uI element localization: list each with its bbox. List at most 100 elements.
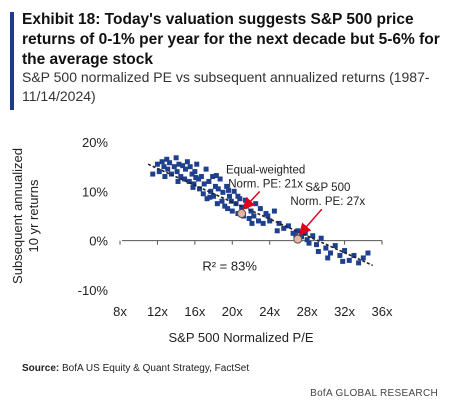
data-point — [171, 164, 177, 170]
data-point — [173, 155, 179, 161]
trend-line — [147, 163, 373, 267]
accent-bar — [10, 12, 14, 110]
data-point — [162, 174, 168, 180]
data-point — [356, 260, 362, 266]
data-point — [306, 240, 312, 246]
data-point — [323, 245, 329, 251]
highlight-marker — [293, 234, 303, 244]
data-point — [290, 230, 296, 236]
data-point — [187, 164, 193, 170]
data-point — [186, 178, 192, 184]
data-point — [314, 242, 319, 248]
data-point — [197, 186, 203, 192]
x-tick-label: 36x — [372, 304, 393, 319]
data-point — [224, 183, 230, 189]
data-point — [182, 176, 188, 182]
data-point — [304, 237, 310, 243]
data-point — [204, 196, 210, 202]
source-text: BofA US Equity & Quant Strategy, FactSet — [62, 363, 250, 374]
data-point — [225, 206, 231, 212]
data-point — [219, 198, 225, 204]
data-point — [215, 186, 221, 192]
data-point — [190, 184, 196, 190]
exhibit-title: Exhibit 18: Today's valuation suggests S… — [22, 11, 440, 68]
exhibit-subtitle: S&P 500 normalized PE vs subsequent annu… — [22, 69, 430, 104]
data-point — [193, 175, 199, 181]
y-tick-label: 0% — [89, 234, 108, 249]
data-point — [201, 181, 207, 187]
data-point — [210, 174, 216, 180]
x-tick-label: 20x — [222, 304, 243, 319]
data-point — [167, 160, 173, 166]
source-label: Source: — [22, 363, 60, 374]
data-point — [285, 223, 291, 229]
data-point — [191, 181, 197, 187]
data-point — [213, 173, 219, 179]
data-point — [214, 201, 220, 207]
y-axis-label: Subsequent annualized10 yr returns — [10, 148, 41, 284]
data-point — [159, 159, 165, 165]
y-tick-label: 20% — [82, 135, 108, 150]
data-point — [189, 171, 195, 177]
data-point — [249, 220, 255, 226]
data-point — [226, 193, 232, 199]
data-point — [150, 171, 156, 177]
data-point — [248, 208, 254, 214]
data-point — [337, 252, 343, 258]
data-point — [274, 228, 280, 234]
data-point — [255, 218, 261, 224]
data-point — [174, 169, 180, 175]
source-note: Source: BofA US Equity & Quant Strategy,… — [22, 363, 249, 374]
data-point — [176, 161, 182, 167]
data-point — [360, 255, 366, 261]
data-point — [165, 166, 171, 172]
data-point — [281, 225, 287, 231]
data-point — [332, 243, 338, 249]
data-point — [180, 163, 186, 169]
data-point — [260, 220, 266, 226]
data-point — [231, 188, 237, 194]
data-point — [271, 208, 277, 214]
annotations: Equal-weighted Norm. PE: 21x S&P 500 Norm. … — [226, 165, 365, 244]
data-point — [178, 174, 184, 180]
data-point — [220, 189, 226, 195]
data-point — [365, 250, 371, 256]
data-point — [251, 213, 257, 219]
annotation-line1: Equal-weighted — [226, 165, 305, 177]
data-point — [208, 188, 214, 194]
data-point — [340, 258, 346, 264]
annotation-line2: Norm. PE: 27x — [290, 196, 365, 208]
x-ticks: 8x 12x 16x 20x 24x 28x 32x 36x — [113, 240, 393, 319]
x-tick-label: 28x — [297, 304, 318, 319]
data-point — [207, 194, 213, 200]
data-point — [183, 166, 188, 172]
x-tick-label: 16x — [184, 304, 205, 319]
data-point — [246, 215, 252, 221]
data-point — [328, 250, 334, 256]
x-tick-label: 8x — [113, 304, 127, 319]
data-point — [346, 257, 352, 263]
data-point — [211, 193, 217, 199]
data-point — [310, 233, 316, 239]
data-point — [203, 166, 209, 172]
annotation-line2: Norm. PE: 21x — [228, 179, 303, 191]
x-tick-label: 24x — [259, 304, 280, 319]
data-point — [235, 193, 241, 199]
data-point — [175, 178, 181, 184]
scatter-chart: -10% 0% 10% 20% 8x 12x 16x 20x 24x 28x 32x 36x Equ… — [0, 120, 458, 360]
data-point — [295, 228, 301, 234]
data-point — [194, 161, 200, 167]
annotation-arrow — [298, 208, 323, 236]
data-point — [184, 159, 190, 165]
annotation-line1: S&P 500 — [305, 182, 350, 194]
data-point — [315, 249, 321, 255]
data-point — [212, 183, 218, 189]
data-point — [276, 220, 282, 226]
data-point — [156, 169, 162, 175]
annotation-arrow — [242, 191, 261, 210]
data-point — [342, 248, 348, 254]
data-point — [200, 191, 206, 197]
y-ticks: -10% 0% 10% 20% — [78, 135, 109, 298]
data-point — [265, 213, 271, 219]
data-point — [206, 178, 212, 184]
